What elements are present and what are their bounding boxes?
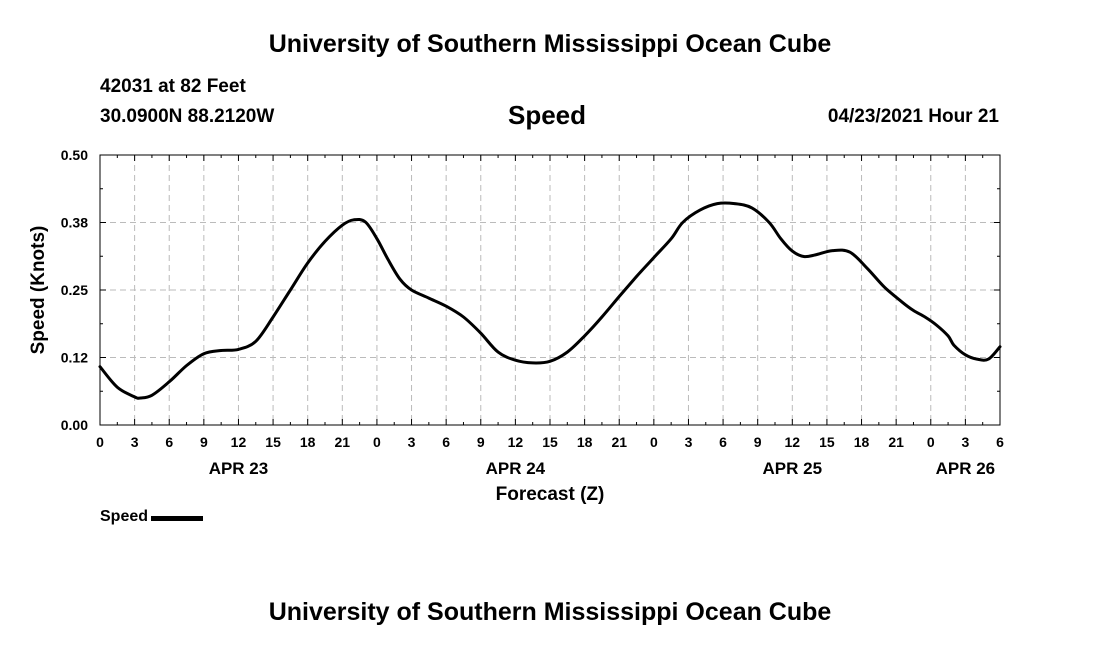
legend: Speed: [100, 508, 204, 526]
x-tick-label: 0: [650, 434, 658, 450]
chart-title: Speed: [508, 100, 587, 130]
x-tick-label: 12: [785, 434, 801, 450]
x-tick-label: 15: [542, 434, 558, 450]
legend-label: Speed: [100, 508, 149, 525]
location-label: 30.0900N 88.2120W: [100, 106, 275, 127]
x-tick-label: 9: [754, 434, 762, 450]
x-tick-label: 3: [408, 434, 416, 450]
x-tick-label: 18: [300, 434, 316, 450]
day-label: APR 26: [936, 459, 996, 478]
y-axis-label: Speed (Knots): [28, 226, 49, 355]
grid-lines: [100, 155, 1000, 425]
x-axis-label: Forecast (Z): [496, 484, 605, 505]
x-tick-label: 0: [96, 434, 104, 450]
x-tick-label: 15: [265, 434, 281, 450]
x-tick-label: 15: [819, 434, 835, 450]
day-label: APR 24: [486, 459, 546, 478]
y-tick-label: 0.25: [61, 282, 88, 298]
x-tick-label: 6: [719, 434, 727, 450]
x-tick-label: 9: [200, 434, 208, 450]
station-label: 42031 at 82 Feet: [100, 76, 246, 97]
x-tick-label: 3: [131, 434, 139, 450]
legend-swatch: [151, 516, 204, 521]
y-tick-label: 0.38: [61, 215, 88, 231]
axis-ticks: [99, 154, 1001, 426]
x-tick-label: 12: [508, 434, 524, 450]
footer-title: University of Southern Mississippi Ocean…: [268, 598, 832, 626]
x-tick-label: 3: [685, 434, 693, 450]
x-tick-label: 6: [165, 434, 173, 450]
page-title: University of Southern Mississippi Ocean…: [268, 30, 832, 58]
speed-series-line: [98, 201, 1002, 400]
x-tick-label: 0: [373, 434, 381, 450]
x-tick-label: 6: [996, 434, 1004, 450]
y-tick-label: 0.12: [61, 350, 88, 366]
x-tick-label: 6: [442, 434, 450, 450]
x-tick-label: 3: [961, 434, 969, 450]
x-tick-label: 9: [477, 434, 485, 450]
x-tick-label: 18: [577, 434, 593, 450]
x-tick-label: 18: [854, 434, 870, 450]
x-tick-label: 21: [611, 434, 627, 450]
y-tick-label: 0.50: [61, 147, 88, 163]
axis-labels: 0 3 6 9 12 15 18 21 0 3 6 9 12 15 18 21 0 3 6 9 12 15 18 21 0 3 6 0…: [61, 147, 1004, 478]
y-tick-label: 0.00: [61, 417, 88, 433]
x-tick-label: 12: [231, 434, 247, 450]
day-label: APR 25: [763, 459, 823, 478]
x-tick-label: 0: [927, 434, 935, 450]
x-tick-label: 21: [335, 434, 351, 450]
day-label: APR 23: [209, 459, 269, 478]
x-tick-label: 21: [888, 434, 904, 450]
forecast-datestamp: 04/23/2021 Hour 21: [827, 106, 999, 127]
